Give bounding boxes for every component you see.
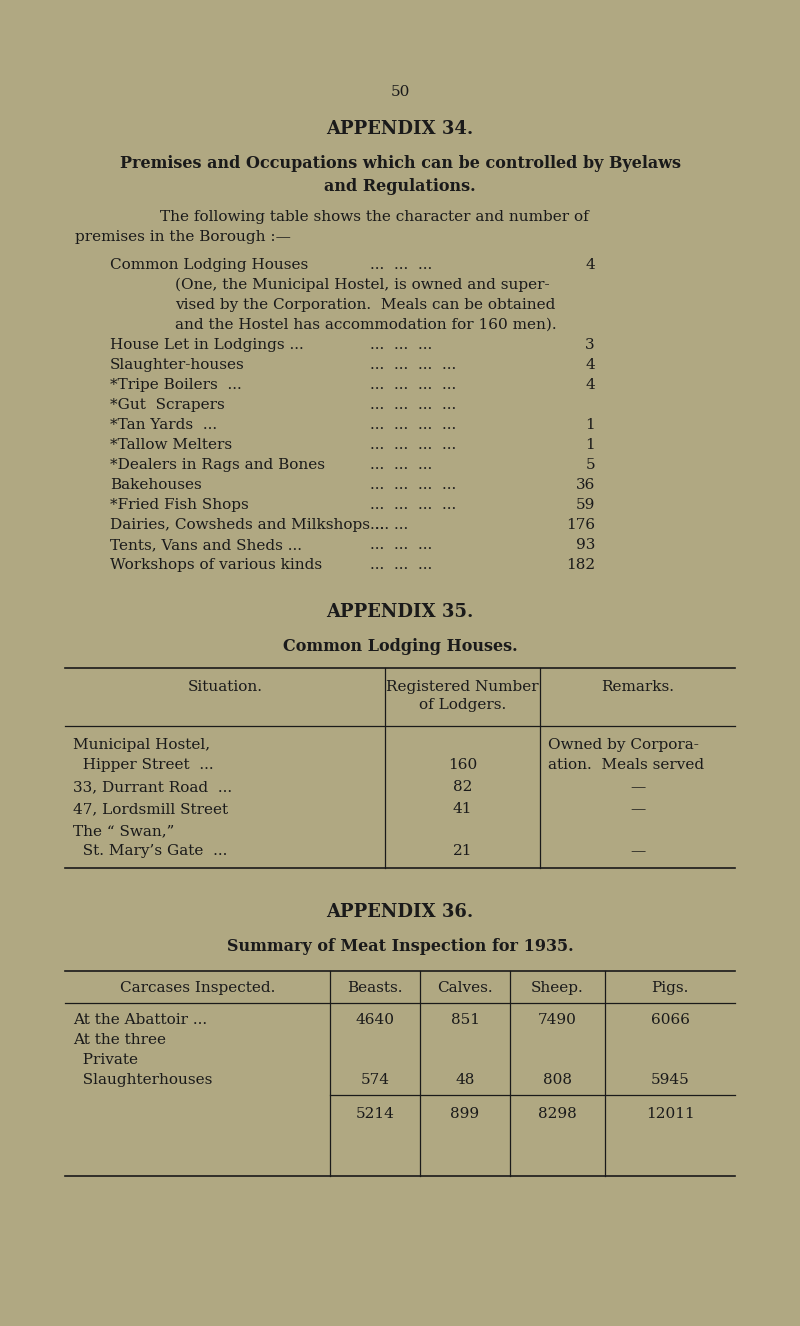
Text: 47, Lordsmill Street: 47, Lordsmill Street xyxy=(73,802,228,815)
Text: Sheep.: Sheep. xyxy=(531,981,584,994)
Text: ...  ...  ...: ... ... ... xyxy=(370,558,432,572)
Text: ...  ...  ...  ...: ... ... ... ... xyxy=(370,477,456,492)
Text: 3: 3 xyxy=(586,338,595,351)
Text: —: — xyxy=(630,802,645,815)
Text: 21: 21 xyxy=(453,845,472,858)
Text: vised by the Corporation.  Meals can be obtained: vised by the Corporation. Meals can be o… xyxy=(175,298,555,312)
Text: Common Lodging Houses: Common Lodging Houses xyxy=(110,259,308,272)
Text: Private: Private xyxy=(73,1053,138,1067)
Text: Common Lodging Houses.: Common Lodging Houses. xyxy=(282,638,518,655)
Text: At the Abattoir ...: At the Abattoir ... xyxy=(73,1013,207,1028)
Text: 41: 41 xyxy=(453,802,472,815)
Text: 93: 93 xyxy=(576,538,595,552)
Text: APPENDIX 35.: APPENDIX 35. xyxy=(326,603,474,621)
Text: ...  ...  ...  ...: ... ... ... ... xyxy=(370,378,456,392)
Text: and the Hostel has accommodation for 160 men).: and the Hostel has accommodation for 160… xyxy=(175,318,557,332)
Text: ...  ...  ...  ...: ... ... ... ... xyxy=(370,398,456,412)
Text: ...  ...  ...: ... ... ... xyxy=(370,259,432,272)
Text: 48: 48 xyxy=(455,1073,474,1087)
Text: *Gut  Scrapers: *Gut Scrapers xyxy=(110,398,225,412)
Text: ...  ...  ...  ...: ... ... ... ... xyxy=(370,358,456,373)
Text: 899: 899 xyxy=(450,1107,479,1120)
Text: ...  ...  ...: ... ... ... xyxy=(370,457,432,472)
Text: 5214: 5214 xyxy=(355,1107,394,1120)
Text: —: — xyxy=(630,780,645,794)
Text: ...  ...  ...  ...: ... ... ... ... xyxy=(370,418,456,432)
Text: 182: 182 xyxy=(566,558,595,572)
Text: 4: 4 xyxy=(586,259,595,272)
Text: Tents, Vans and Sheds ...: Tents, Vans and Sheds ... xyxy=(110,538,302,552)
Text: 6066: 6066 xyxy=(650,1013,690,1028)
Text: 36: 36 xyxy=(576,477,595,492)
Text: Dairies, Cowsheds and Milkshops ...: Dairies, Cowsheds and Milkshops ... xyxy=(110,518,389,532)
Text: 82: 82 xyxy=(453,780,472,794)
Text: 176: 176 xyxy=(566,518,595,532)
Text: 160: 160 xyxy=(448,758,477,772)
Text: Summary of Meat Inspection for 1935.: Summary of Meat Inspection for 1935. xyxy=(226,937,574,955)
Text: *Tripe Boilers  ...: *Tripe Boilers ... xyxy=(110,378,242,392)
Text: 851: 851 xyxy=(450,1013,479,1028)
Text: ation.  Meals served: ation. Meals served xyxy=(548,758,704,772)
Text: ...  ...  ...  ...: ... ... ... ... xyxy=(370,438,456,452)
Text: House Let in Lodgings ...: House Let in Lodgings ... xyxy=(110,338,304,351)
Text: 1: 1 xyxy=(586,418,595,432)
Text: Hipper Street  ...: Hipper Street ... xyxy=(73,758,214,772)
Text: *Fried Fish Shops: *Fried Fish Shops xyxy=(110,499,249,512)
Text: Owned by Corpora-: Owned by Corpora- xyxy=(548,739,699,752)
Text: Municipal Hostel,: Municipal Hostel, xyxy=(73,739,210,752)
Text: 808: 808 xyxy=(543,1073,572,1087)
Text: Premises and Occupations which can be controlled by Byelaws: Premises and Occupations which can be co… xyxy=(119,155,681,172)
Text: 4: 4 xyxy=(586,358,595,373)
Text: —: — xyxy=(630,845,645,858)
Text: (One, the Municipal Hostel, is owned and super-: (One, the Municipal Hostel, is owned and… xyxy=(175,278,550,293)
Text: 5945: 5945 xyxy=(650,1073,690,1087)
Text: 574: 574 xyxy=(361,1073,390,1087)
Text: At the three: At the three xyxy=(73,1033,166,1048)
Text: Beasts.: Beasts. xyxy=(347,981,402,994)
Text: 33, Durrant Road  ...: 33, Durrant Road ... xyxy=(73,780,232,794)
Text: The “ Swan,”: The “ Swan,” xyxy=(73,823,174,838)
Text: 12011: 12011 xyxy=(646,1107,694,1120)
Text: Pigs.: Pigs. xyxy=(651,981,689,994)
Text: Bakehouses: Bakehouses xyxy=(110,477,202,492)
Text: 7490: 7490 xyxy=(538,1013,577,1028)
Text: 5: 5 xyxy=(586,457,595,472)
Text: Slaughter-houses: Slaughter-houses xyxy=(110,358,245,373)
Text: *Dealers in Rags and Bones: *Dealers in Rags and Bones xyxy=(110,457,325,472)
Text: Carcases Inspected.: Carcases Inspected. xyxy=(120,981,275,994)
Text: and Regulations.: and Regulations. xyxy=(324,178,476,195)
Text: 4640: 4640 xyxy=(355,1013,394,1028)
Text: ...  ...  ...: ... ... ... xyxy=(370,338,432,351)
Text: St. Mary’s Gate  ...: St. Mary’s Gate ... xyxy=(73,845,227,858)
Text: Slaughterhouses: Slaughterhouses xyxy=(73,1073,212,1087)
Text: The following table shows the character and number of: The following table shows the character … xyxy=(160,210,589,224)
Text: *Tallow Melters: *Tallow Melters xyxy=(110,438,232,452)
Text: 8298: 8298 xyxy=(538,1107,577,1120)
Text: ...  ...: ... ... xyxy=(370,518,408,532)
Text: *Tan Yards  ...: *Tan Yards ... xyxy=(110,418,217,432)
Text: Workshops of various kinds: Workshops of various kinds xyxy=(110,558,322,572)
Text: Situation.: Situation. xyxy=(187,680,262,693)
Text: premises in the Borough :—: premises in the Borough :— xyxy=(75,229,291,244)
Text: ...  ...  ...: ... ... ... xyxy=(370,538,432,552)
Text: 1: 1 xyxy=(586,438,595,452)
Text: Registered Number
of Lodgers.: Registered Number of Lodgers. xyxy=(386,680,539,712)
Text: ...  ...  ...  ...: ... ... ... ... xyxy=(370,499,456,512)
Text: 59: 59 xyxy=(576,499,595,512)
Text: 4: 4 xyxy=(586,378,595,392)
Text: APPENDIX 36.: APPENDIX 36. xyxy=(326,903,474,922)
Text: Remarks.: Remarks. xyxy=(601,680,674,693)
Text: APPENDIX 34.: APPENDIX 34. xyxy=(326,119,474,138)
Text: Calves.: Calves. xyxy=(437,981,493,994)
Text: 50: 50 xyxy=(390,85,410,99)
